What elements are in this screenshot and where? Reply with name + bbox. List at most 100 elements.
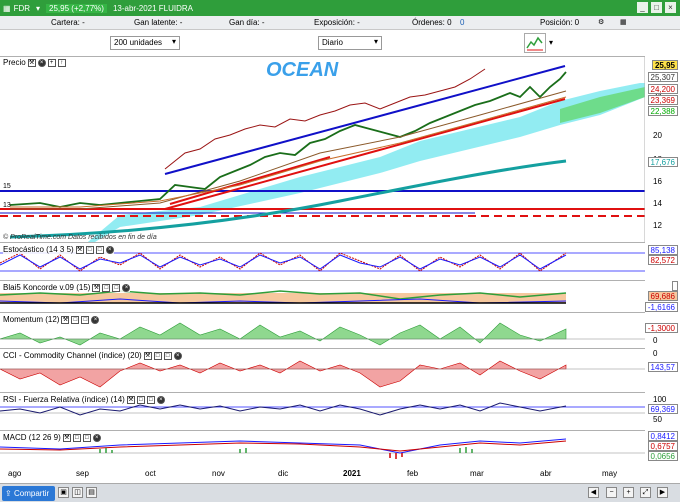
symbol-dropdown-icon[interactable]: ▾ bbox=[36, 3, 41, 13]
period-select[interactable]: Diario bbox=[318, 36, 382, 50]
wrench-icon[interactable]: ⚒ bbox=[143, 351, 152, 360]
close-panel-icon[interactable]: × bbox=[173, 351, 182, 360]
data-source-note: © ProRealTime.com Datos recibidos en fin… bbox=[3, 234, 157, 241]
stochastic-header: Estocástico (14 3 5) ⚒ □ □ × bbox=[3, 245, 114, 254]
close-panel-icon[interactable]: × bbox=[105, 245, 114, 254]
window-icon[interactable]: □ bbox=[82, 433, 91, 442]
exposicion-text: Exposición: - bbox=[314, 18, 360, 27]
koncorde-canvas[interactable] bbox=[0, 281, 645, 313]
share-button[interactable]: ⇪ Compartir bbox=[2, 486, 56, 501]
close-panel-icon[interactable]: × bbox=[92, 433, 101, 442]
minimize-icon[interactable]: _ bbox=[637, 2, 648, 13]
moving-average-short bbox=[10, 90, 567, 210]
symbol-label: FDR bbox=[13, 3, 31, 13]
wrench-icon[interactable]: ⚒ bbox=[75, 245, 84, 254]
window-icon[interactable]: □ bbox=[146, 395, 155, 404]
koncorde-label: Blai5 Koncorde v.09 (15) bbox=[3, 283, 91, 292]
wrench-icon[interactable]: ⚒ bbox=[62, 433, 71, 442]
add-panel-icon[interactable]: ↑ bbox=[57, 58, 66, 67]
date-label-mar: mar bbox=[470, 469, 484, 478]
window-icon[interactable]: □ bbox=[153, 351, 162, 360]
price-tag-2: 25,307 bbox=[647, 72, 678, 82]
rsi-axis-50: 50 bbox=[653, 415, 662, 424]
fit-chart-icon[interactable]: ⤢ bbox=[640, 487, 651, 498]
date-label-feb: feb bbox=[407, 469, 419, 478]
rsi-canvas[interactable] bbox=[0, 393, 645, 431]
chart-style-dropdown-icon[interactable]: ▾ bbox=[549, 38, 554, 47]
axis-label-16: 16 bbox=[653, 177, 662, 186]
price-line bbox=[9, 71, 567, 208]
koncorde-tag-1 bbox=[672, 281, 678, 291]
cci-panel: CCI - Commodity Channel (índice) (20) ⚒ … bbox=[0, 348, 680, 393]
macd-canvas[interactable] bbox=[0, 431, 645, 461]
zoom-out-icon[interactable]: − bbox=[606, 487, 617, 498]
date-axis[interactable]: ago sep oct nov dic 2021 feb mar abr may bbox=[0, 455, 680, 483]
stochastic-tag-2: 82,572 bbox=[647, 255, 678, 265]
window-icon[interactable]: □ bbox=[85, 245, 94, 254]
position-info-bar: Cartera: - Gan latente: - Gan día: - Exp… bbox=[0, 16, 680, 30]
scroll-left-icon[interactable]: ◀ bbox=[588, 487, 599, 498]
indicators-icon[interactable]: ◫ bbox=[72, 487, 83, 498]
stochastic-panel: Estocástico (14 3 5) ⚒ □ □ × 85,138 82,5… bbox=[0, 242, 680, 281]
units-select[interactable]: 200 unidades bbox=[110, 36, 180, 50]
price-panel: Precio ⚒ × + ↑ OCEAN © ProRealTime.com D… bbox=[0, 56, 680, 243]
ordenes-count-link[interactable]: 0 bbox=[460, 18, 465, 27]
layout-icon[interactable]: ▤ bbox=[86, 487, 97, 498]
axis-label-14: 14 bbox=[653, 199, 662, 208]
window-icon[interactable]: □ bbox=[163, 351, 172, 360]
chart-toolbar: 200 unidades Diario ▾ bbox=[0, 30, 680, 56]
date-label-sep: sep bbox=[76, 469, 89, 478]
cci-canvas[interactable] bbox=[0, 349, 645, 393]
window-icon[interactable]: □ bbox=[95, 245, 104, 254]
close-panel-icon[interactable]: × bbox=[37, 58, 46, 67]
scroll-right-icon[interactable]: ▶ bbox=[657, 487, 668, 498]
momentum-label: Momentum (12) bbox=[3, 315, 60, 324]
close-icon[interactable]: × bbox=[665, 2, 676, 13]
price-chart-canvas[interactable] bbox=[0, 57, 645, 243]
price-tag-3: 24,200 bbox=[647, 84, 678, 94]
chart-style-icon[interactable] bbox=[524, 33, 546, 53]
axis-label-20: 20 bbox=[653, 131, 662, 140]
wrench-icon[interactable]: ⚒ bbox=[27, 58, 36, 67]
stochastic-axis: 85,138 82,572 bbox=[645, 243, 680, 281]
zoom-in-icon[interactable]: + bbox=[623, 487, 634, 498]
positions-chart-icon[interactable]: ▦ bbox=[620, 19, 627, 26]
rsi-axis: 100 69,369 50 bbox=[645, 393, 680, 431]
title-bar: ▦ FDR ▾ 25,95 (+2,77%) 13-abr-2021 FLUID… bbox=[0, 0, 680, 16]
cci-axis-0: 0 bbox=[653, 349, 658, 358]
wrench-icon[interactable]: ⚒ bbox=[92, 283, 101, 292]
add-indicator-icon[interactable]: + bbox=[47, 58, 56, 67]
price-axis[interactable]: 24 22 20 18 16 14 12 25,95 25,307 24,200… bbox=[645, 57, 680, 243]
ganancia-latente-text: Gan latente: - bbox=[134, 18, 183, 27]
rsi-panel: RSI - Fuerza Relativa (índice) (14) ⚒ □ … bbox=[0, 392, 680, 431]
close-panel-icon[interactable]: × bbox=[156, 395, 165, 404]
window-icon[interactable]: □ bbox=[112, 283, 121, 292]
momentum-axis-0: 0 bbox=[653, 336, 658, 345]
window-icon[interactable]: □ bbox=[102, 283, 111, 292]
window-icon[interactable]: □ bbox=[72, 433, 81, 442]
koncorde-axis: 69,686 -1,6166 bbox=[644, 281, 680, 313]
date-label-2021: 2021 bbox=[343, 469, 361, 478]
date-label-may: may bbox=[602, 469, 618, 478]
wrench-icon[interactable]: ⚒ bbox=[126, 395, 135, 404]
rsi-label: RSI - Fuerza Relativa (índice) (14) bbox=[3, 395, 125, 404]
cci-label: CCI - Commodity Channel (índice) (20) bbox=[3, 351, 142, 360]
window-icon[interactable]: □ bbox=[71, 315, 80, 324]
left-mark-13: 13 bbox=[3, 202, 11, 209]
drawing-tools-icon[interactable]: ▣ bbox=[58, 487, 69, 498]
maximize-icon[interactable]: □ bbox=[651, 2, 662, 13]
momentum-panel: Momentum (12) ⚒ □ □ × -1,3000 0 bbox=[0, 312, 680, 349]
positions-settings-icon[interactable]: ⚙ bbox=[598, 19, 605, 26]
momentum-canvas[interactable] bbox=[0, 313, 645, 349]
channel-upper-line bbox=[164, 65, 566, 175]
cci-header: CCI - Commodity Channel (índice) (20) ⚒ … bbox=[3, 351, 182, 360]
wrench-icon[interactable]: ⚒ bbox=[61, 315, 70, 324]
long-moving-average bbox=[9, 159, 567, 239]
window-icon[interactable]: □ bbox=[136, 395, 145, 404]
momentum-tag: -1,3000 bbox=[644, 323, 678, 333]
window-icon[interactable]: □ bbox=[81, 315, 90, 324]
price-tag-4: 23,369 bbox=[647, 95, 678, 105]
close-panel-icon[interactable]: × bbox=[122, 283, 131, 292]
close-panel-icon[interactable]: × bbox=[91, 315, 100, 324]
instrument-title: 13-abr-2021 FLUIDRA bbox=[112, 3, 194, 13]
